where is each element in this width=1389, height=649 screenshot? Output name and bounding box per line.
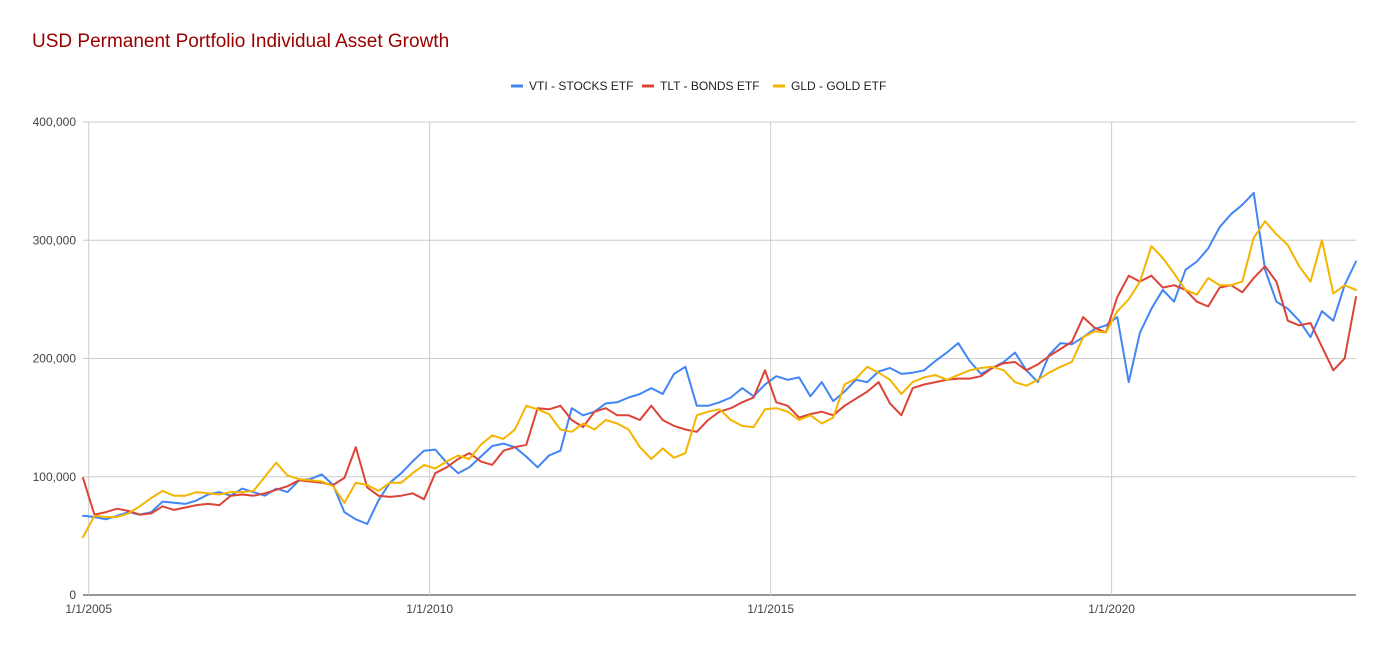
x-tick-label: 1/1/2005: [65, 602, 112, 616]
series-line-1: [82, 265, 1357, 516]
y-tick-label: 200,000: [33, 352, 77, 366]
series-lines: [82, 191, 1357, 539]
chart-title: USD Permanent Portfolio Individual Asset…: [32, 31, 450, 52]
y-tick-label: 400,000: [33, 115, 77, 129]
x-axis-ticks: 1/1/2005 1/1/2010 1/1/2015 1/1/2020: [65, 602, 1135, 616]
legend: VTI - STOCKS ETF TLT - BONDS ETF GLD - GOL…: [511, 79, 886, 93]
x-tick-label: 1/1/2015: [747, 602, 794, 616]
y-axis-ticks: 0 100,000 200,000 300,000 400,000: [33, 115, 77, 602]
grid-lines: [83, 121, 1356, 596]
legend-label: TLT - BONDS ETF: [660, 79, 760, 93]
series-line-0: [82, 191, 1357, 525]
legend-label: GLD - GOLD ETF: [791, 79, 886, 93]
y-tick-label: 100,000: [33, 470, 77, 484]
y-tick-label: 0: [69, 588, 76, 602]
x-tick-label: 1/1/2010: [406, 602, 453, 616]
legend-label: VTI - STOCKS ETF: [529, 79, 633, 93]
y-tick-label: 300,000: [33, 233, 77, 247]
series-line-2: [82, 220, 1357, 539]
x-tick-label: 1/1/2020: [1088, 602, 1135, 616]
